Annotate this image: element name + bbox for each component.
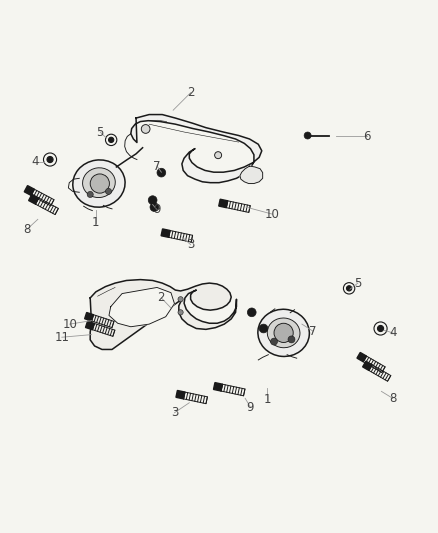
Circle shape [259,324,268,333]
Circle shape [271,338,278,345]
Circle shape [378,326,384,332]
Text: 2: 2 [158,292,165,304]
Text: 8: 8 [23,223,31,236]
Circle shape [90,174,110,193]
Circle shape [106,188,112,195]
Text: 5: 5 [96,126,104,139]
Polygon shape [24,185,34,196]
Text: 2: 2 [187,86,194,99]
Text: 1: 1 [263,393,271,406]
Text: 6: 6 [363,130,370,143]
Circle shape [109,138,114,142]
Circle shape [288,336,295,343]
Text: 7: 7 [309,325,317,337]
Polygon shape [28,195,39,204]
Text: 9: 9 [153,203,161,216]
Text: 11: 11 [54,331,69,344]
Polygon shape [85,321,94,330]
Circle shape [148,196,157,205]
Circle shape [47,157,53,163]
Polygon shape [240,166,263,183]
Text: 8: 8 [389,392,396,405]
Text: 4: 4 [389,326,396,340]
Text: 10: 10 [265,208,280,221]
Polygon shape [109,287,174,327]
Circle shape [141,125,150,133]
Ellipse shape [73,160,125,207]
Ellipse shape [83,168,115,198]
Circle shape [304,132,311,139]
Circle shape [178,310,183,315]
Circle shape [150,203,159,212]
Text: 3: 3 [171,406,178,419]
Text: 1: 1 [92,216,99,229]
Text: 5: 5 [354,277,361,289]
Polygon shape [176,391,185,399]
Circle shape [215,152,222,159]
Text: 3: 3 [187,238,194,251]
Text: 10: 10 [62,318,77,330]
Text: 4: 4 [32,155,39,168]
Polygon shape [85,312,93,321]
Polygon shape [363,361,372,370]
Circle shape [346,286,352,291]
Polygon shape [90,280,237,350]
Polygon shape [131,115,262,183]
Circle shape [274,323,293,343]
Circle shape [178,297,183,302]
Polygon shape [213,383,223,391]
Ellipse shape [258,309,309,357]
Circle shape [87,191,93,198]
Polygon shape [161,229,170,237]
Polygon shape [357,352,367,362]
Circle shape [247,308,256,317]
Circle shape [157,168,166,177]
Ellipse shape [267,318,300,348]
Text: 9: 9 [247,401,254,414]
Text: 7: 7 [153,159,161,173]
Polygon shape [219,199,228,208]
